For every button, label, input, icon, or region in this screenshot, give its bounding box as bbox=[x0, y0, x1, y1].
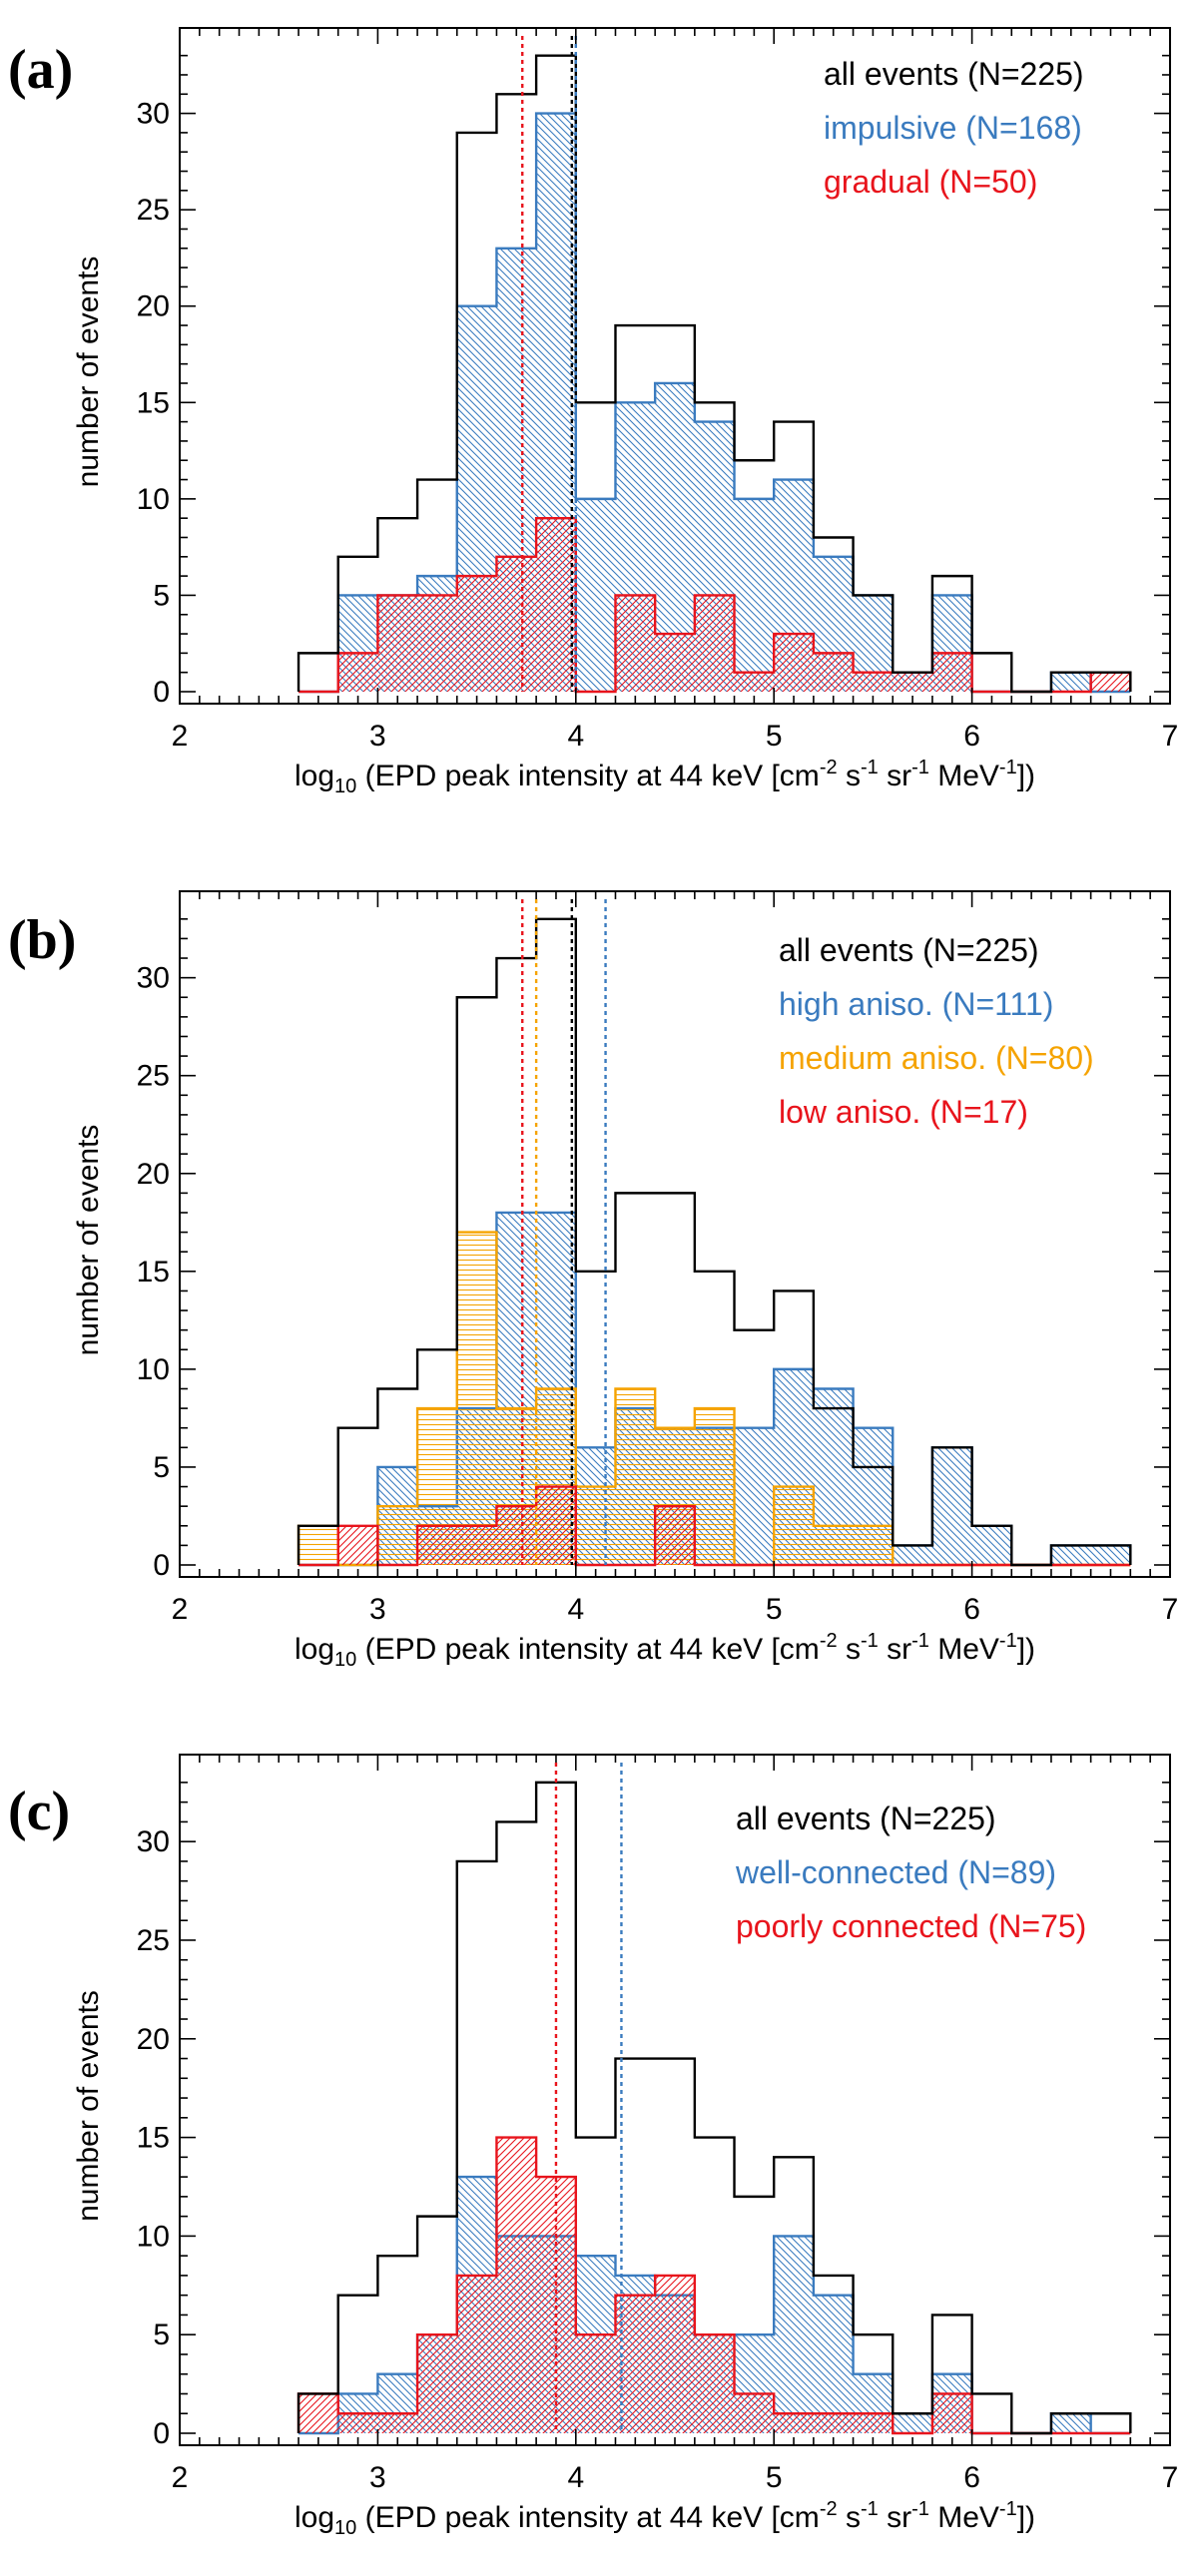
bar-all-events-17 bbox=[972, 2393, 1012, 2433]
y-tick-label: 30 bbox=[137, 98, 170, 131]
x-tick-label: 4 bbox=[567, 1593, 584, 1626]
y-tick-label: 0 bbox=[153, 2417, 170, 2450]
y-axis-label: number of events bbox=[72, 1125, 105, 1356]
legend-entry-low-aniso-: low aniso. (N=17) bbox=[779, 1094, 1028, 1130]
x-tick-label: 6 bbox=[963, 2461, 980, 2494]
x-axis-label: log10 (EPD peak intensity at 44 keV [cm-… bbox=[295, 757, 1035, 797]
x-tick-label: 5 bbox=[766, 2461, 783, 2494]
bar-all-events-17 bbox=[972, 653, 1012, 692]
y-axis-label: number of events bbox=[72, 257, 105, 488]
x-tick-label: 5 bbox=[766, 720, 783, 753]
legend-entry-poorly-connected: poorly connected (N=75) bbox=[736, 1908, 1086, 1944]
legend-entry-impulsive: impulsive (N=168) bbox=[824, 110, 1082, 146]
panel-label: (a) bbox=[8, 39, 73, 101]
x-tick-label: 3 bbox=[369, 720, 386, 753]
panel-b: 2 3 4 5 6 7 0 5 10 15 20 25 30 number of events log10 … bbox=[8, 890, 1179, 1671]
legend-entry-well-connected: well-connected (N=89) bbox=[735, 1854, 1056, 1890]
x-tick-label: 4 bbox=[567, 720, 584, 753]
hist-fill-poorly-connected bbox=[299, 2137, 1131, 2433]
hist-outline-low-aniso- bbox=[299, 1485, 1131, 1567]
y-tick-label: 10 bbox=[137, 2220, 170, 2253]
hist-outline-all-events bbox=[297, 1781, 1132, 2435]
y-tick-label: 20 bbox=[137, 290, 170, 323]
x-tick-label: 6 bbox=[963, 1593, 980, 1626]
panel-c: 2 3 4 5 6 7 0 5 10 15 20 25 30 number of events log10 … bbox=[8, 1754, 1179, 2539]
hist-fill-medium-aniso- bbox=[299, 1232, 1131, 1565]
bar-all-events-0 bbox=[299, 653, 338, 692]
y-tick-label: 5 bbox=[153, 579, 170, 612]
x-tick-label: 2 bbox=[172, 720, 189, 753]
x-tick-label: 7 bbox=[1162, 720, 1179, 753]
y-tick-label: 10 bbox=[137, 483, 170, 516]
legend-entry-all-events: all events (N=225) bbox=[824, 56, 1084, 92]
y-tick-label: 30 bbox=[137, 1825, 170, 1858]
bar-all-events-20 bbox=[1091, 2413, 1131, 2433]
x-tick-label: 2 bbox=[172, 1593, 189, 1626]
x-tick-label: 4 bbox=[567, 2461, 584, 2494]
legend-entry-high-aniso-: high aniso. (N=111) bbox=[779, 986, 1053, 1022]
legend-entry-all-events: all events (N=225) bbox=[779, 932, 1039, 968]
x-axis-label: log10 (EPD peak intensity at 44 keV [cm-… bbox=[295, 2498, 1035, 2539]
legend-entry-gradual: gradual (N=50) bbox=[824, 164, 1037, 200]
y-tick-label: 30 bbox=[137, 962, 170, 995]
y-tick-label: 25 bbox=[137, 1060, 170, 1093]
hist-fill-gradual bbox=[299, 518, 1131, 692]
x-tick-label: 7 bbox=[1162, 2461, 1179, 2494]
y-tick-label: 15 bbox=[137, 2122, 170, 2155]
x-tick-label: 6 bbox=[963, 720, 980, 753]
x-tick-label: 2 bbox=[172, 2461, 189, 2494]
y-tick-label: 25 bbox=[137, 1924, 170, 1957]
y-axis-label: number of events bbox=[72, 1990, 105, 2222]
x-tick-label: 3 bbox=[369, 2461, 386, 2494]
panel-a: 2 3 4 5 6 7 0 5 10 15 20 25 30 number of events log10 … bbox=[8, 27, 1179, 797]
hist-outline-all-events bbox=[297, 917, 1132, 1567]
legend-entry-medium-aniso-: medium aniso. (N=80) bbox=[779, 1040, 1094, 1076]
y-tick-label: 20 bbox=[137, 1158, 170, 1191]
x-tick-label: 3 bbox=[369, 1593, 386, 1626]
x-tick-label: 7 bbox=[1162, 1593, 1179, 1626]
y-tick-label: 15 bbox=[137, 1256, 170, 1288]
y-tick-label: 20 bbox=[137, 2023, 170, 2056]
hist-outline-gradual bbox=[299, 516, 1132, 694]
y-tick-label: 25 bbox=[137, 194, 170, 227]
y-tick-label: 5 bbox=[153, 1451, 170, 1484]
y-tick-label: 5 bbox=[153, 2318, 170, 2351]
panel-label: (b) bbox=[8, 909, 76, 971]
x-tick-label: 5 bbox=[766, 1593, 783, 1626]
y-tick-label: 10 bbox=[137, 1353, 170, 1386]
panel-label: (c) bbox=[8, 1781, 70, 1842]
x-axis-label: log10 (EPD peak intensity at 44 keV [cm-… bbox=[295, 1630, 1035, 1671]
y-tick-label: 0 bbox=[153, 1549, 170, 1582]
hist-fill-impulsive bbox=[299, 113, 1131, 692]
y-tick-label: 0 bbox=[153, 676, 170, 709]
y-tick-label: 15 bbox=[137, 386, 170, 419]
hist-outline-all-events bbox=[297, 54, 1132, 694]
legend-entry-all-events: all events (N=225) bbox=[736, 1801, 996, 1836]
